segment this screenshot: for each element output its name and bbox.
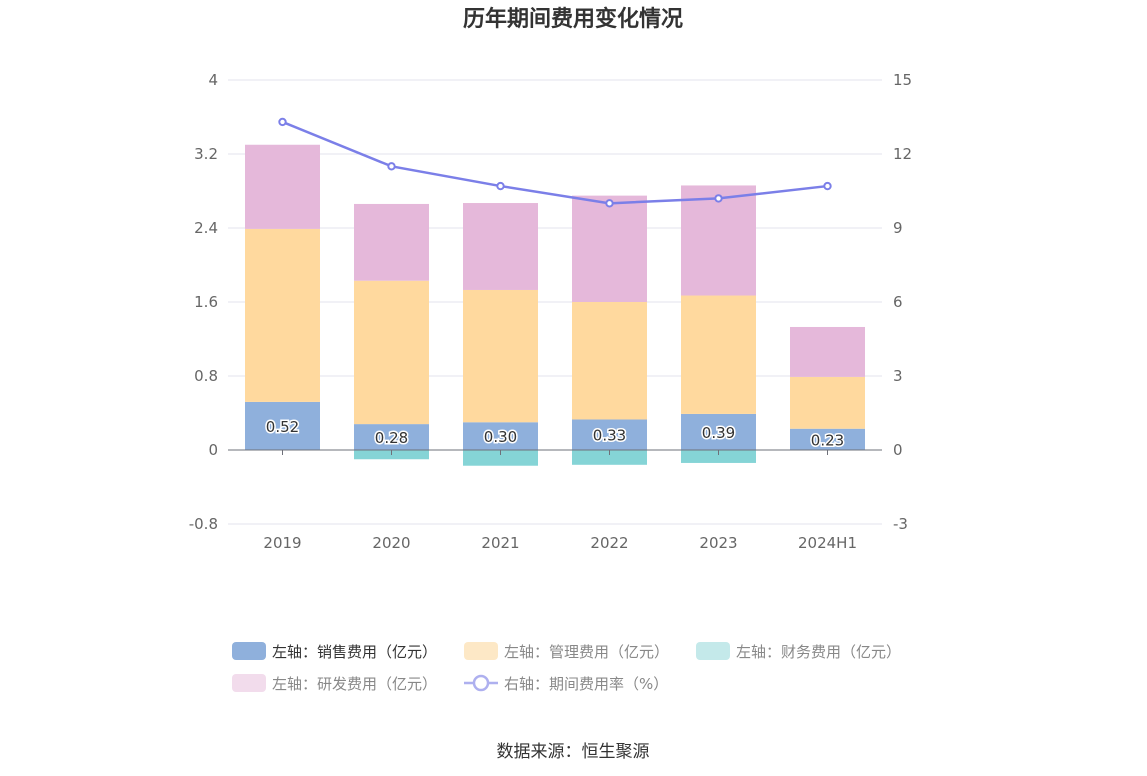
bar-segment <box>354 424 429 450</box>
bar-value-label: 0.52 <box>266 418 299 436</box>
legend: 左轴：销售费用（亿元） 左轴：管理费用（亿元） 左轴：财务费用（亿元） 左轴：研发费用… <box>232 642 901 693</box>
bar-value-label: 0.39 <box>702 424 735 442</box>
legend-label: 右轴：期间费用率（%） <box>504 675 668 693</box>
left-tick-label: 2.4 <box>194 219 218 237</box>
line-point <box>387 162 396 171</box>
bar-segment <box>463 450 538 466</box>
x-axis-ticks: 2019 2020 2021 2022 2023 2024H1 <box>263 534 857 552</box>
right-tick-label: -3 <box>893 515 908 533</box>
legend-swatch <box>696 642 730 660</box>
line-series <box>278 117 832 208</box>
series-line <box>282 120 828 205</box>
x-axis <box>228 449 882 455</box>
bar-segment <box>681 185 756 296</box>
x-tick-label: 2022 <box>590 534 628 552</box>
bar-segment <box>572 195 647 302</box>
bar-segment <box>681 450 756 463</box>
line-point <box>605 199 614 208</box>
left-tick-label: 1.6 <box>194 293 218 311</box>
left-tick-label: -0.8 <box>189 515 218 533</box>
bar-value-label: 0.30 <box>484 428 517 446</box>
right-tick-label: 6 <box>893 293 903 311</box>
x-tick-label: 2020 <box>372 534 410 552</box>
chart-title: 历年期间费用变化情况 <box>463 6 683 32</box>
bar-segment <box>790 376 865 429</box>
right-tick-label: 12 <box>893 145 912 163</box>
left-tick-label: 0.8 <box>194 367 218 385</box>
legend-swatch-marker <box>472 674 490 692</box>
legend-swatch <box>232 642 266 660</box>
right-axis: -3 0 3 6 9 12 15 <box>893 71 912 533</box>
bar-segment <box>245 144 320 229</box>
legend-label: 左轴：管理费用（亿元） <box>504 643 669 661</box>
bar-value-label: 0.23 <box>811 431 844 449</box>
bar-segment <box>245 401 320 450</box>
bar-segment <box>463 422 538 450</box>
right-tick-label: 9 <box>893 219 903 237</box>
bar-segment <box>245 228 320 402</box>
legend-swatch <box>464 642 498 660</box>
bar-value-label: 0.33 <box>593 427 626 445</box>
bar-segment <box>463 203 538 290</box>
bar-segment <box>572 450 647 465</box>
left-tick-label: 0 <box>208 441 218 459</box>
bar-segment <box>354 203 429 281</box>
right-tick-label: 3 <box>893 367 903 385</box>
bar-segment <box>572 419 647 450</box>
legend-label: 左轴：财务费用（亿元） <box>736 643 901 661</box>
line-point <box>278 117 287 127</box>
right-tick-label: 0 <box>893 441 903 459</box>
line-point <box>496 181 505 191</box>
bar-value-label: 0.28 <box>375 429 408 447</box>
left-tick-label: 3.2 <box>194 145 218 163</box>
bars <box>245 144 865 466</box>
source-text: 数据来源：恒生聚源 <box>497 742 650 762</box>
bar-labels: 0.52 0.28 0.30 0.33 0.39 0.23 <box>264 416 845 450</box>
bar-segment <box>681 295 756 414</box>
line-point <box>714 194 723 203</box>
right-tick-label: 15 <box>893 71 912 89</box>
legend-label: 左轴：销售费用（亿元） <box>272 643 437 661</box>
x-tick-label: 2024H1 <box>798 534 857 552</box>
x-tick-label: 2023 <box>699 534 737 552</box>
left-axis: -0.8 0 0.8 1.6 2.4 3.2 4 <box>189 71 218 533</box>
legend-label: 左轴：研发费用（亿元） <box>272 675 437 693</box>
left-tick-label: 4 <box>208 71 218 89</box>
grid <box>228 79 882 525</box>
bar-segment <box>572 302 647 420</box>
bar-segment <box>354 280 429 425</box>
bar-segment <box>681 413 756 450</box>
legend-swatch <box>232 674 266 692</box>
x-tick-label: 2021 <box>481 534 519 552</box>
x-tick-label: 2019 <box>263 534 301 552</box>
bar-segment <box>790 428 865 450</box>
line-point <box>823 181 832 191</box>
bar-segment <box>463 289 538 423</box>
bar-segment <box>790 326 865 377</box>
